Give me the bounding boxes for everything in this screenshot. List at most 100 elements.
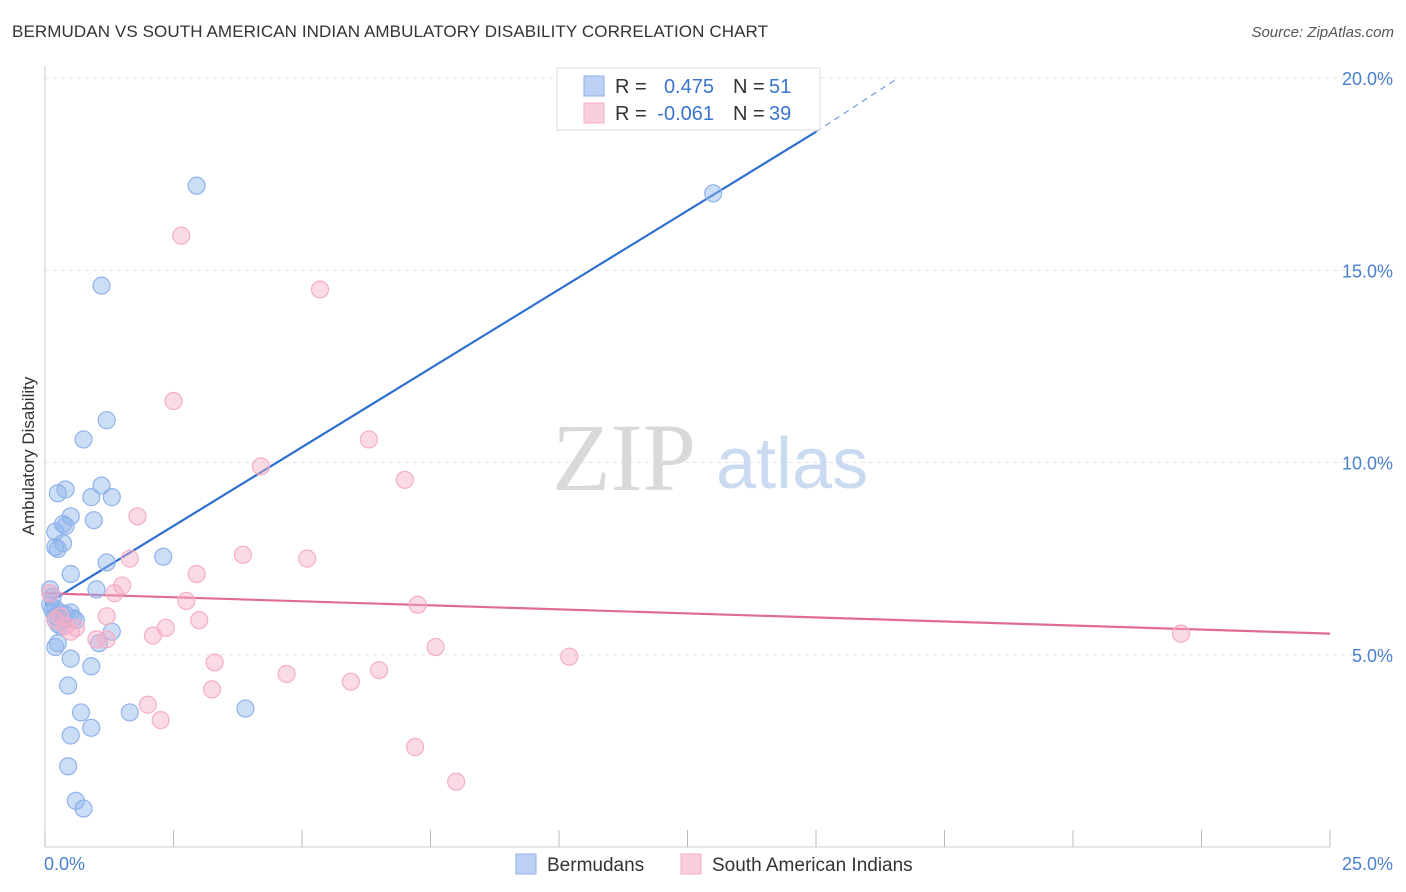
- south-american-indian-point: [405, 737, 425, 757]
- correlation-legend: R = 0.475 N = 51 R = -0.061 N = 39: [556, 67, 821, 131]
- bermudan-point: [154, 547, 173, 566]
- bermudan-point: [71, 703, 91, 722]
- bermudan-point: [61, 649, 80, 668]
- south-american-indian-point: [41, 584, 60, 603]
- south-american-indian-point: [1171, 624, 1191, 643]
- south-american-indian-point: [97, 607, 116, 626]
- y-tick-labels: 5.0% 10.0% 15.0% 20.0%: [1342, 69, 1393, 666]
- south-american-indian-point: [395, 470, 414, 489]
- south-american-indian-point: [408, 595, 427, 614]
- bermudan-point: [74, 430, 93, 449]
- legend-n-label: N =: [733, 103, 765, 125]
- south-american-indian-point: [251, 457, 270, 476]
- series-legend-label-1: South American Indians: [712, 855, 913, 876]
- legend-n-value: 51: [769, 76, 791, 98]
- south-american-indian-point: [177, 591, 196, 611]
- bermudan-point: [48, 634, 67, 653]
- bermudan-point: [82, 657, 101, 676]
- axes: [44, 66, 1331, 848]
- bermudan-point: [187, 176, 206, 195]
- y-tick-label: 20.0%: [1342, 69, 1393, 89]
- legend-r-label: R =: [615, 103, 647, 125]
- bermudan-point: [48, 539, 67, 559]
- bermudan-point: [59, 676, 78, 695]
- bermudan-point: [56, 480, 75, 499]
- trend-line-1: [44, 592, 1331, 635]
- south-american-indian-point: [426, 637, 445, 657]
- watermark-zip: ZIP: [552, 404, 696, 511]
- south-american-indian-point: [164, 391, 183, 411]
- south-american-indian-point: [187, 564, 206, 584]
- south-american-indian-point: [202, 680, 222, 699]
- data-points: [41, 176, 1191, 818]
- legend-r-label: R =: [615, 76, 647, 98]
- y-tick-label: 15.0%: [1342, 261, 1393, 281]
- bermudan-point: [120, 703, 139, 722]
- south-american-indian-point: [112, 576, 132, 595]
- bermudan-point: [92, 276, 111, 295]
- south-american-indian-point: [172, 226, 191, 245]
- bermudan-point: [87, 580, 106, 599]
- south-american-indian-point: [138, 695, 157, 714]
- south-american-indian-point: [190, 611, 209, 630]
- legend-n-label: N =: [733, 76, 765, 98]
- series-legend-swatch-1: [680, 853, 702, 875]
- south-american-indian-point: [97, 630, 116, 649]
- south-american-indian-point: [359, 430, 378, 449]
- south-american-indian-point: [105, 584, 124, 603]
- y-axis-title: Ambulatory Disability: [19, 376, 38, 535]
- south-american-indian-point: [205, 653, 224, 672]
- south-american-indian-point: [87, 630, 106, 649]
- legend-r-value: 0.475: [664, 76, 714, 98]
- watermark-atlas: atlas: [716, 424, 868, 504]
- south-american-indian-point: [51, 607, 70, 626]
- y-tick-label: 10.0%: [1342, 454, 1393, 474]
- trend-line-0: [44, 130, 817, 606]
- legend-n-value: 39: [769, 103, 791, 125]
- y-tick-label: 5.0%: [1352, 646, 1393, 666]
- south-american-indian-point: [66, 618, 85, 637]
- south-american-indian-point: [120, 549, 139, 568]
- legend-swatch-0: [583, 75, 605, 97]
- bermudan-point: [66, 791, 85, 810]
- south-american-indian-point: [560, 647, 579, 666]
- bermudan-point: [82, 718, 101, 737]
- bermudan-point: [82, 488, 101, 507]
- trend-lines: [44, 77, 1331, 635]
- bermudan-point: [61, 564, 80, 584]
- bermudan-point: [51, 616, 70, 636]
- south-american-indian-point: [233, 545, 252, 564]
- bermudan-point: [74, 799, 93, 818]
- legend-r-value: -0.061: [657, 103, 714, 125]
- bermudan-point: [97, 411, 116, 430]
- south-american-indian-point: [310, 280, 330, 299]
- south-american-indian-point: [298, 549, 317, 568]
- grid-lines: [45, 77, 1392, 656]
- trend-line-extension-0: [815, 77, 899, 133]
- bermudan-point: [92, 476, 111, 495]
- legend-swatch-1: [583, 102, 605, 124]
- south-american-indian-point: [128, 507, 147, 526]
- bermudan-point: [61, 726, 80, 745]
- south-american-indian-point: [156, 618, 175, 637]
- bermudan-point: [56, 516, 75, 536]
- chart-title: BERMUDAN VS SOUTH AMERICAN INDIAN AMBULA…: [12, 22, 769, 41]
- chart-source: Source: ZipAtlas.com: [1251, 24, 1394, 41]
- bermudan-point: [236, 699, 255, 718]
- bermudan-point: [53, 514, 73, 534]
- bermudan-point: [59, 757, 78, 776]
- south-american-indian-point: [370, 661, 389, 680]
- south-american-indian-point: [277, 664, 296, 684]
- series-legend: Bermudans South American Indians: [515, 853, 913, 876]
- south-american-indian-point: [341, 672, 360, 691]
- bermudan-point: [53, 534, 73, 553]
- bermudan-point: [97, 553, 116, 572]
- x-tick-label: 0.0%: [44, 854, 85, 874]
- bermudan-point: [61, 507, 80, 526]
- south-american-indian-point: [447, 772, 466, 791]
- series-legend-swatch-0: [515, 853, 537, 875]
- watermark: ZIP atlas: [552, 404, 868, 511]
- bermudan-point: [704, 184, 723, 203]
- series-legend-label-0: Bermudans: [547, 855, 644, 876]
